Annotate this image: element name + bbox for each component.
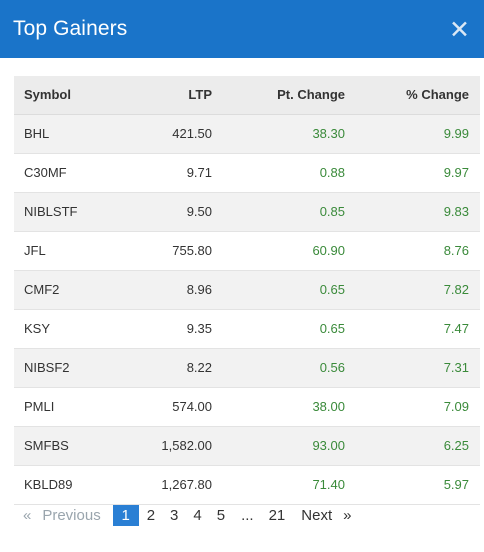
cell-ltp: 421.50 (172, 126, 212, 141)
table-row[interactable]: NIBSF2 8.22 0.56 7.31 (14, 348, 480, 387)
cell-ltp: 9.35 (186, 321, 212, 336)
cell-pt-change: 71.40 (312, 477, 345, 492)
pagination: « Previous 1 2 3 4 5 ... 21 Next » (14, 504, 351, 526)
page-link-5[interactable]: 5 (216, 506, 226, 524)
table-header: Symbol LTP Pt. Change % Change (14, 76, 480, 115)
cell-ltp: 8.96 (186, 282, 212, 297)
close-icon[interactable]: ✕ (449, 15, 470, 44)
table-row[interactable]: PMLI 574.00 38.00 7.09 (14, 387, 480, 426)
cell-pt-change: 93.00 (312, 438, 345, 453)
cell-ltp: 1,582.00 (161, 438, 212, 453)
cell-pct-change: 9.97 (443, 165, 469, 180)
cell-symbol: NIBSF2 (24, 360, 70, 375)
table-header-row: Symbol LTP Pt. Change % Change (14, 76, 480, 115)
table-row[interactable]: JFL 755.80 60.90 8.76 (14, 231, 480, 270)
page-link-4[interactable]: 4 (193, 506, 202, 524)
cell-pt-change: 38.30 (312, 126, 345, 141)
cell-pct-change: 6.25 (443, 438, 469, 453)
cell-ltp: 574.00 (172, 399, 212, 414)
page-link-last[interactable]: 21 (268, 506, 286, 524)
cell-symbol: KSY (24, 321, 51, 336)
previous-page-link: Previous (42, 506, 101, 524)
cell-symbol: NIBLSTF (24, 204, 78, 219)
table-row[interactable]: NIBLSTF 9.50 0.85 9.83 (14, 192, 480, 231)
modal-title: Top Gainers (13, 17, 128, 40)
cell-symbol: JFL (24, 243, 46, 258)
column-header-pct-change: % Change (345, 76, 480, 115)
gainers-table: Symbol LTP Pt. Change % Change BHL 421.50… (14, 76, 480, 505)
cell-symbol: C30MF (24, 165, 67, 180)
next-arrow-icon[interactable]: » (343, 506, 352, 524)
cell-pt-change: 0.56 (319, 360, 345, 375)
cell-pct-change: 9.99 (443, 126, 469, 141)
cell-ltp: 755.80 (172, 243, 212, 258)
table-row[interactable]: SMFBS 1,582.00 93.00 6.25 (14, 426, 480, 465)
table-row[interactable]: BHL 421.50 38.30 9.99 (14, 114, 480, 153)
cell-symbol: SMFBS (24, 438, 69, 453)
cell-pct-change: 5.97 (443, 477, 469, 492)
cell-pt-change: 38.00 (312, 399, 345, 414)
cell-ltp: 9.50 (186, 204, 212, 219)
next-page-link[interactable]: Next (301, 506, 333, 524)
cell-pct-change: 7.82 (443, 282, 469, 297)
cell-pct-change: 7.31 (443, 360, 469, 375)
cell-pct-change: 7.47 (443, 321, 469, 336)
page-link-3[interactable]: 3 (170, 506, 179, 524)
modal-header: Top Gainers ✕ (0, 0, 484, 58)
cell-pt-change: 0.65 (319, 321, 345, 336)
cell-pt-change: 0.85 (319, 204, 345, 219)
table-row[interactable]: C30MF 9.71 0.88 9.97 (14, 153, 480, 192)
column-header-symbol: Symbol (14, 76, 124, 115)
cell-pt-change: 0.88 (319, 165, 345, 180)
pagination-ellipsis: ... (241, 506, 254, 524)
cell-symbol: BHL (24, 126, 50, 141)
page-link-1[interactable]: 1 (112, 504, 139, 526)
cell-pct-change: 9.83 (443, 204, 469, 219)
column-header-ltp: LTP (124, 76, 212, 115)
gainers-table-wrapper: Symbol LTP Pt. Change % Change BHL 421.50… (14, 76, 480, 505)
column-header-pt-change: Pt. Change (212, 76, 345, 115)
table-body: BHL 421.50 38.30 9.99 C30MF 9.71 0.88 9.97 NIBLS… (14, 114, 480, 504)
cell-pt-change: 0.65 (319, 282, 345, 297)
cell-pt-change: 60.90 (312, 243, 345, 258)
page-link-2[interactable]: 2 (146, 506, 156, 524)
cell-ltp: 9.71 (186, 165, 212, 180)
cell-symbol: KBLD89 (24, 477, 73, 492)
cell-ltp: 1,267.80 (161, 477, 212, 492)
cell-symbol: CMF2 (24, 282, 60, 297)
cell-symbol: PMLI (24, 399, 55, 414)
previous-arrow-icon: « (23, 506, 32, 524)
cell-ltp: 8.22 (186, 360, 212, 375)
cell-pct-change: 7.09 (443, 399, 469, 414)
table-row[interactable]: CMF2 8.96 0.65 7.82 (14, 270, 480, 309)
table-row[interactable]: KBLD89 1,267.80 71.40 5.97 (14, 465, 480, 504)
table-row[interactable]: KSY 9.35 0.65 7.47 (14, 309, 480, 348)
cell-pct-change: 8.76 (443, 243, 469, 258)
